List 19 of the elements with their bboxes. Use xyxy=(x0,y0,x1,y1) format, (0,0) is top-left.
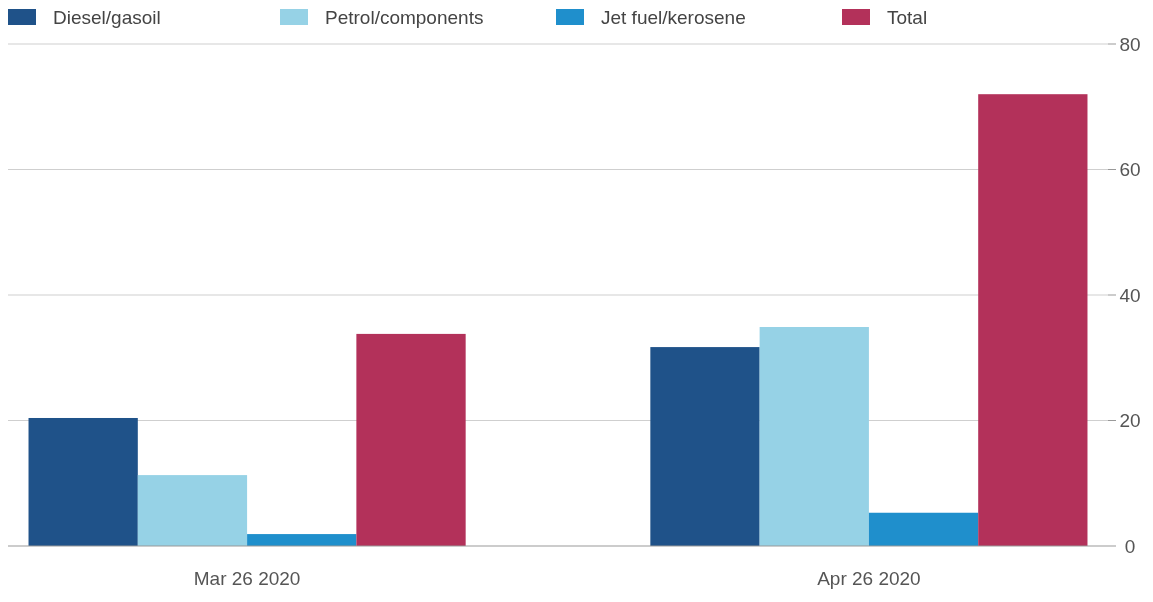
bar xyxy=(978,94,1088,546)
y-tick-label: 0 xyxy=(1124,535,1136,557)
bar xyxy=(28,417,138,546)
y-tick-label: 20 xyxy=(1119,410,1141,432)
bar xyxy=(650,347,760,546)
bar xyxy=(759,327,869,546)
y-tick-label: 40 xyxy=(1119,284,1141,306)
x-tick-label: Mar 26 2020 xyxy=(193,568,301,589)
legend-label: Total xyxy=(887,6,928,28)
y-tick-label: 80 xyxy=(1119,33,1141,55)
legend-label: Jet fuel/kerosene xyxy=(601,6,746,28)
x-tick-label: Apr 26 2020 xyxy=(817,568,921,589)
bar xyxy=(868,512,979,546)
y-tick-label: 60 xyxy=(1119,159,1141,181)
bar xyxy=(247,534,357,546)
bar xyxy=(356,333,466,546)
legend-label: Petrol/components xyxy=(325,6,484,28)
legend-label: Diesel/gasoil xyxy=(53,6,161,28)
bar xyxy=(137,475,248,546)
